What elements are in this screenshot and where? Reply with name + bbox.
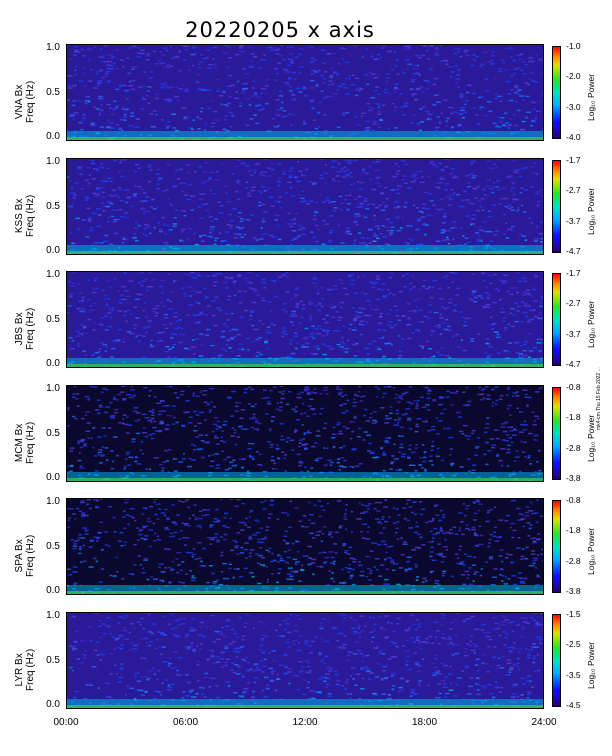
- y-tick-label: 0.0: [46, 131, 60, 142]
- colorbar: [552, 500, 561, 593]
- lowest-frequency-band: [66, 251, 544, 255]
- x-tick-label: 12:00: [292, 717, 318, 728]
- colorbar-tick-label: -3.8: [566, 473, 581, 483]
- colorbar-label: Log₁₀ Power: [586, 414, 596, 462]
- x-tick-label: 06:00: [172, 717, 199, 728]
- colorbar-label: Log₁₀ Power: [586, 73, 596, 121]
- y-tick-label: 1.0: [46, 610, 60, 621]
- colorbar-tick-label: -4.5: [566, 700, 581, 710]
- station-label: MCM Bx: [14, 423, 25, 462]
- colorbar-tick-label: -1.5: [566, 609, 581, 619]
- y-tick-label: 0.0: [46, 472, 60, 483]
- colorbar: [552, 273, 561, 366]
- spectrogram-kss: [66, 158, 544, 255]
- colorbar-label: Log₁₀ Power: [586, 300, 596, 348]
- colorbar: [552, 46, 561, 139]
- spectrogram-mcm: [66, 385, 544, 482]
- y-tick-label: 0.5: [46, 427, 60, 439]
- lowest-frequency-band: [66, 705, 544, 709]
- y-tick-label: 0.0: [46, 585, 60, 596]
- lowest-frequency-band: [66, 364, 544, 368]
- panel-frame: [66, 271, 544, 368]
- colorbar-tick-label: -4.0: [566, 132, 581, 142]
- colorbar-tick-label: -2.7: [566, 298, 581, 309]
- low-frequency-band: [66, 358, 544, 368]
- spectrogram-image: [66, 158, 544, 255]
- colorbar-label: Log₁₀ Power: [586, 187, 596, 235]
- colorbar: [552, 160, 561, 253]
- colorbar-tick-label: -3.0: [566, 101, 581, 112]
- spectrogram-image: [66, 44, 544, 141]
- colorbar-label: Log₁₀ Power: [586, 641, 596, 689]
- panel-frame: [66, 385, 544, 482]
- y-tick-label: 0.5: [46, 540, 60, 552]
- low-frequency-band: [66, 699, 544, 709]
- colorbar-tick-label: -3.5: [566, 669, 581, 680]
- chart-title: 20220205 x axis: [185, 18, 375, 42]
- side-note: mk4-cm Thu 15 Feb 2022 ...: [596, 367, 602, 430]
- colorbar: [552, 387, 561, 480]
- station-label: KSS Bx: [14, 198, 25, 233]
- spectrogram-image: [66, 271, 544, 368]
- y-tick-label: 1.0: [46, 269, 60, 280]
- spectrogram-spa: [66, 498, 544, 595]
- lowest-frequency-band: [66, 137, 544, 141]
- low-frequency-band: [66, 472, 544, 482]
- colorbar: [552, 614, 561, 707]
- spectrogram-background: [66, 271, 544, 368]
- lowest-frequency-band: [66, 478, 544, 482]
- colorbar-tick-label: -2.8: [566, 442, 581, 453]
- colorbar-tick-label: -4.7: [566, 359, 581, 369]
- y-tick-label: 0.5: [46, 86, 60, 98]
- colorbar-tick-label: -0.8: [566, 382, 581, 392]
- panel-frame: [66, 612, 544, 709]
- panel-frame: [66, 158, 544, 255]
- colorbar-label: Log₁₀ Power: [586, 527, 596, 575]
- y-tick-label: 0.5: [46, 313, 60, 325]
- lowest-frequency-band: [66, 591, 544, 595]
- x-tick-label: 24:00: [531, 717, 557, 728]
- colorbar-tick-label: -1.7: [566, 268, 581, 278]
- y-tick-label: 0.0: [46, 245, 60, 256]
- spectrogram-vna: [66, 44, 544, 141]
- colorbar-tick-label: -2.7: [566, 185, 581, 196]
- spectrogram-image: [66, 385, 544, 482]
- x-tick-label: 00:00: [53, 717, 79, 728]
- station-label: VNA Bx: [14, 84, 25, 119]
- y-tick-label: 0.0: [46, 358, 60, 369]
- colorbar-tick-label: -1.8: [566, 412, 581, 423]
- y-tick-label: 1.0: [46, 156, 60, 167]
- colorbar-tick-label: -2.0: [566, 71, 581, 82]
- y-tick-label: 1.0: [46, 42, 60, 53]
- colorbar-tick-label: -2.5: [566, 639, 581, 650]
- colorbar-tick-label: -4.7: [566, 246, 581, 256]
- spectrogram-jbs: [66, 271, 544, 368]
- y-tick-label: 0.0: [46, 699, 60, 710]
- station-label: SPA Bx: [14, 538, 25, 572]
- y-tick-label: 1.0: [46, 383, 60, 394]
- colorbar-tick-label: -1.0: [566, 41, 581, 51]
- colorbar-tick-label: -3.8: [566, 586, 581, 596]
- x-tick-label: 18:00: [411, 717, 438, 728]
- y-tick-label: 0.5: [46, 654, 60, 666]
- low-frequency-band: [66, 131, 544, 141]
- panel-frame: [66, 498, 544, 595]
- spectrogram-image: [66, 498, 544, 595]
- station-label: LYR Bx: [14, 652, 25, 686]
- y-tick-label: 1.0: [46, 496, 60, 507]
- y-tick-label: 0.5: [46, 200, 60, 212]
- low-frequency-band: [66, 245, 544, 255]
- spectrogram-lyr: [66, 612, 544, 709]
- spectrogram-background: [66, 498, 544, 595]
- station-label: JBS Bx: [14, 311, 25, 345]
- colorbar-tick-label: -0.8: [566, 495, 581, 505]
- colorbar-tick-label: -3.7: [566, 328, 581, 339]
- low-frequency-band: [66, 585, 544, 595]
- colorbar-tick-label: -1.8: [566, 525, 581, 536]
- spectrogram-image: [66, 612, 544, 709]
- panel-frame: [66, 44, 544, 141]
- colorbar-tick-label: -3.7: [566, 215, 581, 226]
- colorbar-tick-label: -2.8: [566, 555, 581, 566]
- colorbar-tick-label: -1.7: [566, 155, 581, 165]
